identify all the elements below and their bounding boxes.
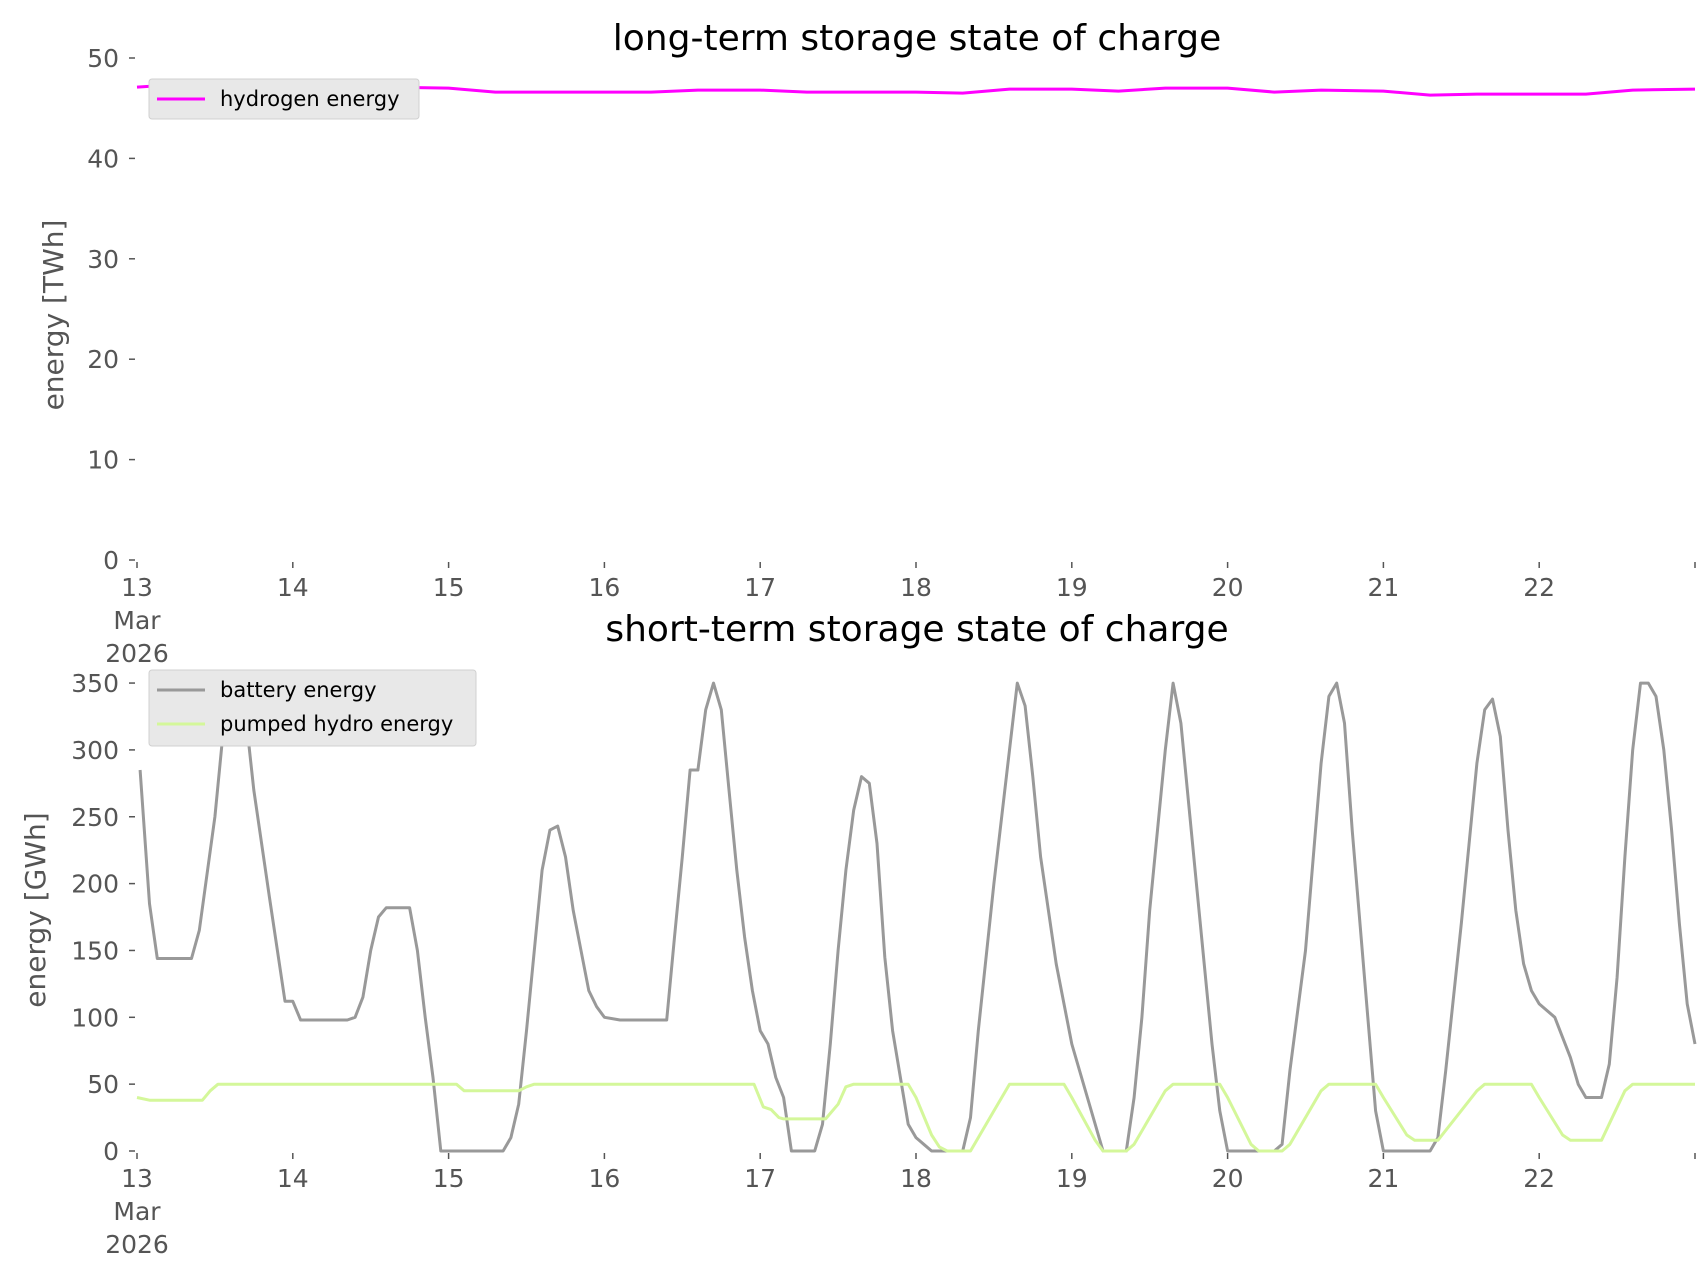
x-tick-label: 16 bbox=[588, 1164, 620, 1193]
x-axis-ticks: 13 Mar 2026 14 15 16 17 18 19 20 21 22 bbox=[105, 562, 1696, 668]
y-tick-label: 40 bbox=[87, 144, 119, 173]
x-tick-date-label: 2026 bbox=[105, 639, 169, 668]
x-tick-label: 14 bbox=[277, 1164, 309, 1193]
x-tick-label: 14 bbox=[277, 573, 309, 602]
x-tick-label: 17 bbox=[744, 573, 776, 602]
x-tick-label: 21 bbox=[1367, 1164, 1399, 1193]
long-term-storage-chart: long-term storage state of charge energy… bbox=[37, 18, 1696, 668]
x-tick-date-label: Mar bbox=[113, 1197, 161, 1226]
y-tick-label: 50 bbox=[87, 44, 119, 73]
x-tick-label: 13 bbox=[121, 1164, 153, 1193]
chart-title: long-term storage state of charge bbox=[613, 18, 1221, 59]
x-tick-label: 17 bbox=[744, 1164, 776, 1193]
x-tick-label: 18 bbox=[900, 1164, 932, 1193]
x-tick-label: 21 bbox=[1367, 573, 1399, 602]
series-layer bbox=[136, 681, 1697, 1153]
x-tick-label: 18 bbox=[900, 573, 932, 602]
y-tick-label: 50 bbox=[87, 1070, 119, 1099]
legend-box bbox=[148, 669, 477, 747]
x-tick-label: 19 bbox=[1056, 1164, 1088, 1193]
y-tick-label: 0 bbox=[103, 1137, 119, 1166]
y-tick-label: 200 bbox=[71, 870, 119, 899]
y-tick-label: 10 bbox=[87, 446, 119, 475]
legend-entry: battery energy bbox=[220, 678, 377, 702]
short-term-storage-chart: short-term storage state of charge energ… bbox=[19, 609, 1697, 1259]
x-tick-date-label: Mar bbox=[113, 606, 161, 635]
y-tick-label: 350 bbox=[71, 669, 119, 698]
y-tick-label: 250 bbox=[71, 803, 119, 832]
x-tick-label: 20 bbox=[1212, 573, 1244, 602]
y-tick-label: 100 bbox=[71, 1003, 119, 1032]
x-tick-label: 22 bbox=[1523, 1164, 1555, 1193]
legend-box bbox=[148, 78, 420, 120]
x-tick-label: 16 bbox=[588, 573, 620, 602]
x-tick-date-label: 2026 bbox=[105, 1230, 169, 1259]
y-tick-label: 300 bbox=[71, 736, 119, 765]
chart-title: short-term storage state of charge bbox=[605, 609, 1228, 650]
y-axis-ticks: 0 10 20 30 40 50 bbox=[87, 44, 135, 575]
y-tick-label: 20 bbox=[87, 345, 119, 374]
y-axis-label: energy [TWh] bbox=[37, 220, 70, 411]
legend: battery energy pumped hydro energy bbox=[148, 669, 477, 747]
y-tick-label: 30 bbox=[87, 245, 119, 274]
y-axis-label: energy [GWh] bbox=[19, 812, 52, 1007]
x-tick-label: 20 bbox=[1212, 1164, 1244, 1193]
x-axis-ticks: 13 Mar 2026 14 15 16 17 18 19 20 21 22 bbox=[105, 1153, 1696, 1259]
legend-entry: pumped hydro energy bbox=[220, 712, 453, 736]
legend-entry: hydrogen energy bbox=[220, 87, 400, 111]
legend: hydrogen energy bbox=[148, 78, 420, 120]
x-tick-label: 22 bbox=[1523, 573, 1555, 602]
x-tick-label: 15 bbox=[433, 573, 465, 602]
y-tick-label: 150 bbox=[71, 936, 119, 965]
x-tick-label: 15 bbox=[433, 1164, 465, 1193]
series-line-battery-energy bbox=[138, 681, 1697, 1153]
series-line-pumped-hydro-energy bbox=[136, 1082, 1695, 1153]
x-tick-label: 19 bbox=[1056, 573, 1088, 602]
y-tick-label: 0 bbox=[103, 546, 119, 575]
x-tick-label: 13 bbox=[121, 573, 153, 602]
y-axis-ticks: 0 50 100 150 200 250 300 350 bbox=[71, 669, 135, 1166]
